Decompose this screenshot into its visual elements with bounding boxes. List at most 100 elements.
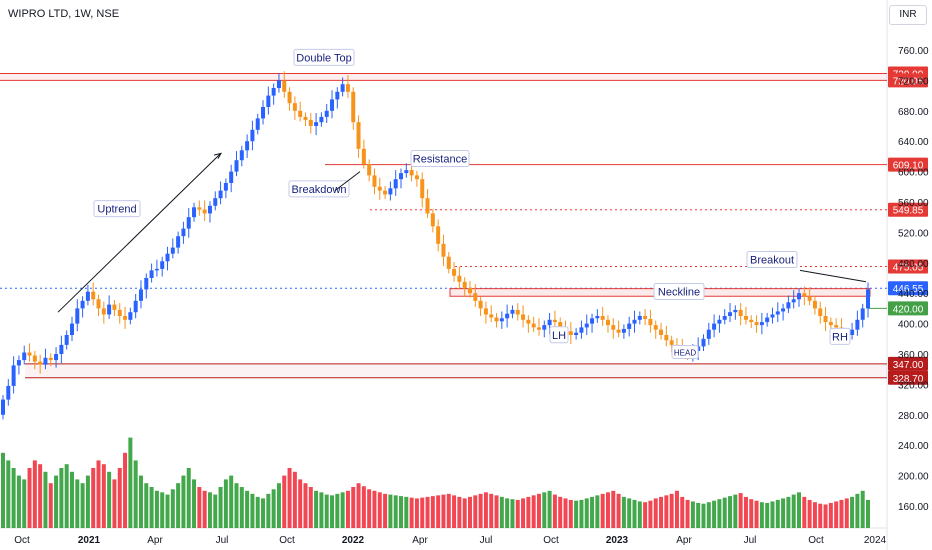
- annotation-box: [93, 200, 141, 218]
- volume-bar: [308, 487, 313, 528]
- candle: [791, 299, 796, 303]
- volume-bar: [722, 497, 727, 528]
- candle: [510, 309, 515, 314]
- candle: [542, 325, 547, 330]
- volume-bar: [340, 492, 345, 528]
- volume-bar: [781, 498, 786, 528]
- candle: [521, 314, 526, 320]
- volume-bar: [287, 468, 292, 528]
- volume-bar: [786, 496, 791, 528]
- candle: [207, 205, 212, 214]
- candle: [558, 322, 563, 328]
- annotation-box: [746, 251, 798, 269]
- volume-bar: [860, 490, 865, 528]
- volume-bar: [64, 464, 69, 528]
- annotation-box: [410, 149, 470, 167]
- volume-bar: [75, 479, 80, 528]
- annotation-box: [288, 180, 350, 198]
- volume-bar: [441, 494, 446, 528]
- candle: [351, 91, 356, 123]
- volume-bar: [1, 452, 5, 528]
- candle: [536, 327, 541, 330]
- candle: [154, 268, 159, 271]
- candle: [356, 122, 361, 149]
- price-tag: [888, 281, 928, 296]
- candle: [101, 308, 106, 315]
- x-tick-label: 2022: [342, 535, 365, 546]
- price-tag: [888, 73, 928, 88]
- candle: [483, 308, 488, 315]
- candle: [743, 316, 748, 320]
- volume-bar: [388, 494, 393, 528]
- volume-bar: [563, 498, 568, 528]
- candle: [276, 80, 281, 88]
- y-tick-label: 560.00: [898, 198, 929, 209]
- candle: [399, 173, 404, 180]
- volume-bar: [22, 479, 27, 528]
- candle: [807, 296, 812, 301]
- candle: [526, 319, 531, 324]
- volume-bar: [202, 490, 207, 528]
- candle: [414, 175, 419, 180]
- candle: [738, 309, 743, 316]
- volume-bar: [701, 503, 706, 528]
- candle: [478, 300, 483, 309]
- candle: [239, 150, 244, 161]
- y-tick-label: 720.00: [898, 76, 929, 87]
- volume-bar: [574, 500, 579, 528]
- candle: [165, 253, 170, 262]
- volume-bar: [138, 475, 143, 528]
- annotation-label: RH: [832, 331, 848, 343]
- volume-bar: [770, 501, 775, 528]
- volume-bar: [181, 475, 186, 528]
- candle: [271, 88, 276, 96]
- annotation-box: [653, 282, 705, 300]
- candle: [303, 116, 308, 120]
- candle: [712, 323, 717, 330]
- candle: [138, 289, 143, 301]
- candle: [176, 236, 181, 248]
- volume-bar: [101, 464, 106, 528]
- candle: [1, 399, 5, 415]
- volume-bar: [154, 490, 159, 528]
- candle: [6, 385, 11, 400]
- candle: [245, 141, 250, 151]
- volume-bar: [261, 498, 266, 528]
- volume-bar: [186, 468, 191, 528]
- volume-bar: [16, 475, 21, 528]
- volume-bar: [579, 499, 584, 528]
- annotation-box: [671, 345, 699, 360]
- volume-bar: [192, 479, 197, 528]
- candle: [298, 110, 303, 117]
- candle: [202, 209, 207, 214]
- volume-bar: [462, 498, 467, 528]
- candle: [420, 179, 425, 199]
- candle: [192, 207, 197, 218]
- price-tag: [888, 301, 928, 316]
- volume-bar: [324, 494, 329, 528]
- y-tick-label: 600.00: [898, 168, 929, 179]
- candle: [324, 110, 329, 117]
- volume-bar: [696, 502, 701, 528]
- candle: [112, 304, 117, 310]
- arrow-head: [213, 152, 223, 159]
- volume-bar: [834, 501, 839, 528]
- volume-bar: [314, 490, 319, 528]
- volume-bar: [128, 437, 133, 528]
- candle: [823, 316, 828, 323]
- volume-bar: [717, 499, 722, 528]
- volume-bar: [728, 496, 733, 528]
- candle: [866, 289, 870, 309]
- volume-bar: [96, 460, 101, 528]
- candle: [765, 317, 770, 323]
- volume-bar: [807, 499, 812, 528]
- candle: [54, 354, 59, 361]
- volume-bar: [712, 500, 717, 528]
- volume-bar: [271, 489, 276, 528]
- volume-bar: [494, 495, 499, 528]
- currency-button[interactable]: INR: [889, 5, 927, 25]
- candle: [717, 319, 722, 324]
- volume-bar: [330, 495, 335, 528]
- volume-bar: [420, 497, 425, 528]
